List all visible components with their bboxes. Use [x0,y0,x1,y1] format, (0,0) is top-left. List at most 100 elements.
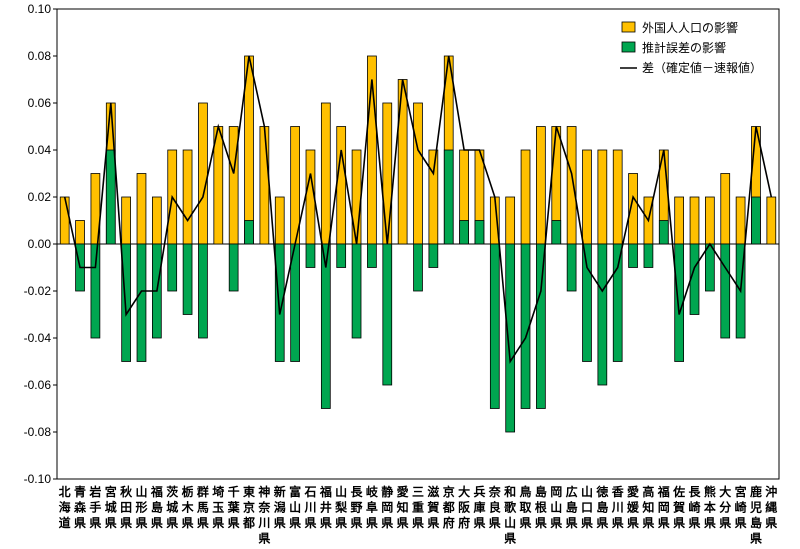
y-tick-label: 0.00 [28,237,52,251]
foreign-bar [566,126,577,245]
x-axis: 北海道青森県岩手県宮城県秋田県山形県福島県茨城県栃木県群馬県埼玉県千葉県東京都神… [59,484,778,546]
foreign-bar [351,149,362,245]
x-tick-label: 沖縄県 [765,484,777,530]
estimate-bar [551,220,562,245]
foreign-bar [75,220,85,245]
estimate-bar [244,220,254,245]
x-tick-label: 茨城県 [166,484,178,530]
x-tick-label: 秋田県 [120,484,133,530]
y-tick-label: 0.10 [28,2,52,16]
foreign-bar [674,196,685,245]
estimate-bar [612,243,623,362]
estimate-bar [305,243,316,268]
legend-label: 差（確定値－速報値） [642,60,762,75]
x-tick-label: 長崎県 [689,484,702,530]
x-tick-label: 熊本県 [704,484,716,530]
y-tick-label: -0.06 [24,378,52,392]
foreign-bar [536,126,546,245]
estimate-bar [536,243,546,409]
y-tick-label: -0.02 [24,284,52,298]
estimate-bar [597,243,608,386]
x-tick-label: 福井県 [319,484,332,530]
estimate-bar [167,243,178,292]
foreign-bar [582,149,592,245]
x-tick-label: 千葉県 [227,484,241,530]
x-tick-label: 岐阜県 [366,484,379,530]
foreign-bar [689,196,700,245]
estimate-bar [751,196,761,245]
legend-label: 外国人人口の影響 [642,20,738,35]
estimate-bar [382,243,393,386]
x-tick-label: 大阪府 [458,484,471,530]
foreign-bar [336,126,347,245]
foreign-bar [720,173,731,245]
x-tick-label: 神奈川県 [257,484,271,546]
estimate-bar [413,243,423,292]
estimate-bar [643,243,654,268]
x-tick-label: 東京都 [242,484,255,530]
foreign-bar [413,102,423,245]
estimate-bar [367,243,377,268]
estimate-bar [443,149,454,245]
estimate-bar [474,220,485,245]
estimate-bar [566,243,577,292]
foreign-bar [597,149,608,245]
estimate-bar [459,220,469,245]
foreign-bar [382,102,393,245]
foreign-bar [505,196,516,245]
x-tick-label: 群馬県 [196,484,209,530]
x-tick-label: 新潟県 [274,484,286,530]
foreign-bar [735,196,746,245]
estimate-bar [121,243,131,362]
difference-series-line [63,55,773,364]
estimate-bar [489,243,500,409]
x-tick-label: 愛媛県 [626,484,640,530]
estimate-bar [90,243,101,339]
legend-swatch [621,21,636,33]
estimate-bar [228,243,239,292]
x-tick-label: 奈良県 [488,484,502,530]
y-tick-label: -0.08 [24,425,52,439]
x-tick-label: 京都府 [442,484,455,530]
x-tick-label: 和歌山県 [503,484,517,546]
estimate-bar [336,243,347,268]
foreign-bar [520,149,531,245]
x-tick-label: 石川県 [303,485,316,530]
foreign-bar [274,196,285,245]
y-tick-label: 0.06 [28,96,52,110]
difference-line [63,55,773,364]
x-tick-label: 兵庫県 [473,484,485,530]
x-tick-label: 徳島県 [595,484,608,530]
estimate-bar [705,243,715,292]
x-tick-label: 岩手県 [88,484,101,530]
x-tick-label: 島根県 [535,484,547,530]
x-tick-label: 香川県 [611,484,624,530]
x-tick-label: 宮崎県 [735,484,747,530]
foreign-bar [121,196,131,245]
estimate-bar [351,243,362,339]
foreign-bar [198,102,208,245]
estimate-bar [505,243,516,433]
x-tick-label: 青森県 [74,484,87,530]
y-axis: 0.10 0.08 0.06 0.04 0.02 0.00 -0.02 -0.04 -0.06 -… [24,2,57,486]
estimate-bar [428,243,439,268]
y-tick-label: 0.02 [28,190,52,204]
x-tick-label: 静岡県 [381,484,393,530]
estimate-bar [720,243,731,339]
foreign-bar [320,102,331,245]
x-tick-label: 滋賀県 [426,484,439,530]
x-tick-label: 広島県 [566,484,578,530]
x-tick-label: 富山県 [289,484,301,530]
estimation-error-bars [75,149,761,433]
legend-swatch [621,41,636,53]
x-tick-label: 埼玉県 [212,484,224,530]
estimate-bar [628,243,638,268]
estimate-bar [658,220,669,245]
x-tick-label: 山梨県 [334,484,347,530]
foreign-bar [259,126,270,245]
x-tick-label: 長野県 [351,484,364,530]
x-tick-label: 宮城県 [105,484,117,530]
plot-frame [56,8,780,480]
